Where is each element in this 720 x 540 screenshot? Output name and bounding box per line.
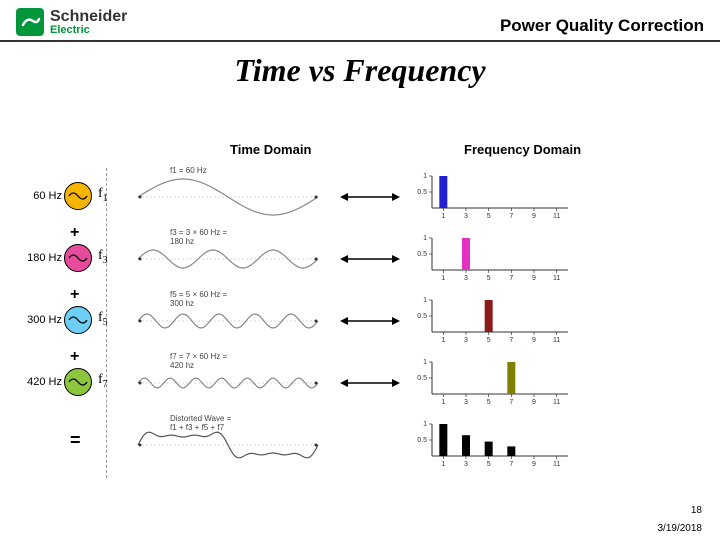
oscillator-icon <box>64 244 92 272</box>
bidirectional-arrow-icon <box>340 314 400 328</box>
svg-text:5: 5 <box>487 337 491 344</box>
svg-text:0.5: 0.5 <box>417 437 427 444</box>
svg-text:0.5: 0.5 <box>417 375 427 382</box>
svg-text:3: 3 <box>464 399 468 406</box>
svg-text:7: 7 <box>509 213 513 220</box>
svg-text:1: 1 <box>423 235 427 242</box>
svg-text:1: 1 <box>441 399 445 406</box>
svg-text:7: 7 <box>509 399 513 406</box>
subhead-time: Time Domain <box>230 142 311 157</box>
frequency-spectrum: 0.5 1 1 3 5 7 9 11 <box>414 232 584 288</box>
svg-text:5: 5 <box>487 461 491 468</box>
svg-text:5: 5 <box>487 213 491 220</box>
freq-label: 420 Hz <box>20 376 62 388</box>
brand-logo: Schneider Electric <box>16 8 127 36</box>
time-waveform: f1 = 60 Hz <box>128 168 328 226</box>
wave-title: f3 = 3 × 60 Hz =180 hz <box>170 228 227 246</box>
svg-text:9: 9 <box>532 399 536 406</box>
svg-text:1: 1 <box>441 461 445 468</box>
freq-label: 180 Hz <box>20 252 62 264</box>
svg-text:1: 1 <box>423 173 427 180</box>
svg-text:1: 1 <box>441 213 445 220</box>
logo-mark <box>16 8 44 36</box>
wave-title: f1 = 60 Hz <box>170 166 207 175</box>
svg-text:1: 1 <box>441 275 445 282</box>
time-waveform: f3 = 3 × 60 Hz =180 hz <box>128 230 328 288</box>
harmonic-symbol: f5 <box>98 310 108 328</box>
logo-main-text: Schneider <box>50 9 127 25</box>
svg-text:0.5: 0.5 <box>417 313 427 320</box>
svg-text:3: 3 <box>464 213 468 220</box>
harmonic-symbol: f7 <box>98 372 108 390</box>
freq-label: 60 Hz <box>20 190 62 202</box>
svg-text:7: 7 <box>509 461 513 468</box>
svg-text:3: 3 <box>464 337 468 344</box>
harmonic-symbol: f1 <box>98 186 108 204</box>
frequency-spectrum: 0.5 1 1 3 5 7 9 11 <box>414 294 584 350</box>
frequency-spectrum: 0.5 1 1 3 5 7 9 11 <box>414 418 584 474</box>
logo-sub-text: Electric <box>50 25 127 36</box>
bidirectional-arrow-icon <box>340 252 400 266</box>
equals-sign: = <box>70 430 81 451</box>
svg-text:1: 1 <box>423 297 427 304</box>
header-subtitle: Power Quality Correction <box>500 16 704 36</box>
time-waveform: Distorted Wave =f1 + f3 + f5 + f7 <box>128 416 328 474</box>
svg-text:3: 3 <box>464 275 468 282</box>
oscillator-icon <box>64 182 92 210</box>
svg-text:0.5: 0.5 <box>417 189 427 196</box>
harmonic-symbol: f3 <box>98 248 108 266</box>
subhead-freq: Frequency Domain <box>464 142 581 157</box>
oscillator-icon <box>64 306 92 334</box>
page-title: Time vs Frequency <box>0 52 720 89</box>
svg-text:11: 11 <box>553 213 560 220</box>
bidirectional-arrow-icon <box>340 376 400 390</box>
svg-text:1: 1 <box>423 359 427 366</box>
svg-text:11: 11 <box>553 275 560 282</box>
time-waveform: f5 = 5 × 60 Hz =300 hz <box>128 292 328 350</box>
svg-text:5: 5 <box>487 399 491 406</box>
time-waveform: f7 = 7 × 60 Hz =420 hz <box>128 354 328 412</box>
wave-title: f7 = 7 × 60 Hz =420 hz <box>170 352 227 370</box>
oscillator-icon <box>64 368 92 396</box>
svg-text:0.5: 0.5 <box>417 251 427 258</box>
bidirectional-arrow-icon <box>340 190 400 204</box>
svg-text:11: 11 <box>553 461 560 468</box>
footer-date: 3/19/2018 <box>658 523 703 534</box>
svg-text:3: 3 <box>464 461 468 468</box>
svg-text:9: 9 <box>532 275 536 282</box>
svg-text:9: 9 <box>532 337 536 344</box>
freq-label: 300 Hz <box>20 314 62 326</box>
plus-sign: + <box>70 286 79 304</box>
plus-sign: + <box>70 224 79 242</box>
svg-text:11: 11 <box>553 337 560 344</box>
svg-text:9: 9 <box>532 461 536 468</box>
page-number: 18 <box>691 505 702 516</box>
wave-title: Distorted Wave =f1 + f3 + f5 + f7 <box>170 414 231 432</box>
svg-text:7: 7 <box>509 337 513 344</box>
wave-title: f5 = 5 × 60 Hz =300 hz <box>170 290 227 308</box>
svg-text:7: 7 <box>509 275 513 282</box>
svg-text:11: 11 <box>553 399 560 406</box>
plus-sign: + <box>70 348 79 366</box>
frequency-spectrum: 0.5 1 1 3 5 7 9 11 <box>414 356 584 412</box>
svg-text:9: 9 <box>532 213 536 220</box>
svg-text:5: 5 <box>487 275 491 282</box>
svg-text:1: 1 <box>441 337 445 344</box>
frequency-spectrum: 0.5 1 1 3 5 7 9 11 <box>414 170 584 226</box>
svg-text:1: 1 <box>423 421 427 428</box>
